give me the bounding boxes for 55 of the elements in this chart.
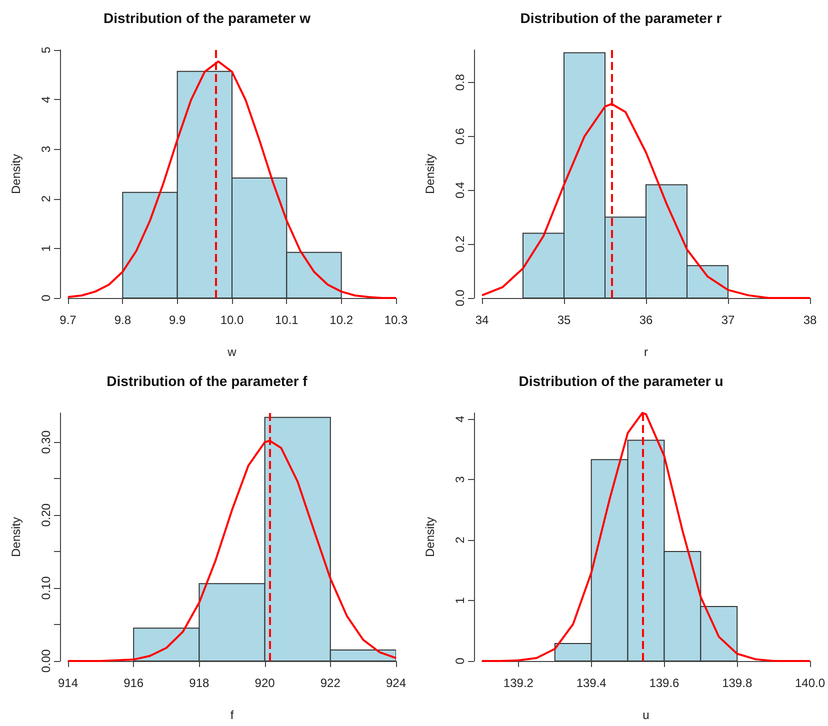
y-axis-title: Density bbox=[423, 154, 437, 194]
x-tick-label: 914 bbox=[58, 676, 78, 690]
y-tick-label: 4 bbox=[39, 96, 53, 103]
y-tick-label: 0.4 bbox=[453, 182, 467, 199]
y-tick-label: 0.00 bbox=[39, 649, 53, 673]
x-tick-label: 922 bbox=[320, 676, 341, 690]
x-tick-label: 918 bbox=[189, 676, 210, 690]
x-tick-label: 139.4 bbox=[576, 676, 607, 690]
y-tick-label: 3 bbox=[453, 476, 467, 483]
y-tick-label: 2 bbox=[39, 195, 53, 202]
y-tick-label: 0.30 bbox=[39, 430, 53, 454]
x-tick-label: 36 bbox=[639, 313, 653, 327]
y-tick-label: 0.10 bbox=[39, 576, 53, 600]
x-tick-label: 920 bbox=[254, 676, 276, 690]
x-axis-title: r bbox=[644, 345, 648, 359]
y-axis-title: Density bbox=[423, 516, 437, 558]
x-tick-label: 10.1 bbox=[274, 313, 299, 327]
y-axis-title: Density bbox=[9, 154, 23, 194]
x-axis-title: u bbox=[642, 708, 650, 722]
x-tick-label: 916 bbox=[124, 676, 144, 690]
y-tick-label: 0.0 bbox=[453, 289, 467, 306]
chart-title: Distribution of the parameter w bbox=[104, 10, 311, 26]
x-tick-label: 34 bbox=[475, 313, 489, 327]
y-tick-label: 4 bbox=[453, 415, 467, 422]
x-tick-label: 10.0 bbox=[220, 313, 244, 327]
y-tick-label: 0.6 bbox=[453, 128, 467, 145]
y-tick-label: 1 bbox=[453, 596, 467, 604]
y-tick-label: 0.20 bbox=[39, 503, 53, 527]
x-tick-label: 9.7 bbox=[60, 313, 77, 327]
y-tick-label: 1 bbox=[39, 244, 53, 252]
y-tick-label: 0.2 bbox=[453, 235, 467, 252]
x-axis-title: w bbox=[226, 345, 237, 359]
x-tick-label: 10.3 bbox=[384, 313, 408, 327]
chart-title: Distribution of the parameter r bbox=[520, 10, 722, 26]
y-tick-label: 0 bbox=[453, 657, 467, 664]
x-axis-title: f bbox=[230, 708, 234, 722]
chart-title: Distribution of the parameter u bbox=[518, 373, 724, 389]
y-tick-label: 0.8 bbox=[453, 74, 467, 91]
x-tick-label: 9.8 bbox=[114, 313, 132, 327]
x-tick-label: 924 bbox=[386, 676, 406, 690]
x-tick-label: 139.6 bbox=[649, 676, 680, 690]
x-tick-label: 35 bbox=[557, 313, 571, 327]
x-tick-label: 139.2 bbox=[503, 676, 534, 690]
x-tick-label: 9.9 bbox=[168, 313, 186, 327]
x-tick-label: 139.8 bbox=[722, 676, 752, 690]
x-tick-label: 37 bbox=[721, 313, 735, 327]
x-tick-label: 10.2 bbox=[330, 313, 354, 327]
y-tick-label: 2 bbox=[453, 536, 467, 544]
x-tick-label: 38 bbox=[803, 313, 817, 327]
y-tick-label: 5 bbox=[39, 46, 53, 54]
x-tick-label: 140.0 bbox=[794, 676, 826, 690]
chart-title: Distribution of the parameter f bbox=[106, 373, 308, 389]
y-tick-label: 0 bbox=[39, 294, 53, 302]
y-axis-title: Density bbox=[9, 516, 23, 558]
y-tick-label: 3 bbox=[39, 146, 53, 153]
